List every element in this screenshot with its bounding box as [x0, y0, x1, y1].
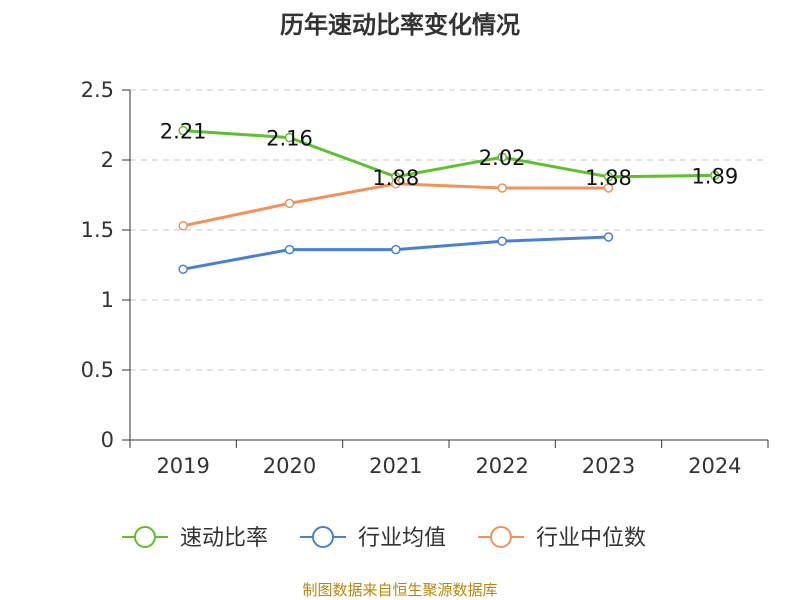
chart-title: 历年速动比率变化情况	[280, 11, 520, 39]
legend: 速动比率 行业均值 行业中位数	[122, 526, 646, 551]
data-point	[497, 152, 507, 162]
series-line	[182, 182, 609, 228]
series-2	[178, 232, 614, 274]
legend-item-2[interactable]: 行业均值	[300, 526, 446, 551]
data-label: 1.89	[691, 164, 738, 188]
source-note: 制图数据来自恒生聚源数据库	[302, 581, 497, 599]
data-point	[391, 244, 401, 255]
grid-lines	[130, 89, 768, 371]
legend-circle-icon	[312, 526, 334, 548]
series-3	[178, 179, 614, 231]
x-tick-label: 2019	[156, 454, 209, 478]
y-tick-label: 1	[101, 288, 114, 312]
data-point	[603, 232, 614, 242]
data-label: 1.88	[372, 166, 419, 190]
x-tick-label: 2020	[263, 454, 316, 478]
series-lines	[178, 125, 720, 274]
data-label: 2.16	[266, 127, 313, 151]
y-tick-label: 0	[101, 428, 114, 452]
y-tick-label: 0.5	[81, 358, 114, 382]
data-point	[178, 264, 188, 274]
data-label: 2.02	[479, 146, 526, 170]
data-point	[391, 179, 401, 189]
data-point	[178, 221, 188, 231]
axes: 0 0.5 1 1.5 2 2.5 2019 2020 2021 2022 2023 2024	[81, 78, 769, 478]
x-tick-label: 2021	[369, 454, 422, 478]
data-labels: 2.21 2.16 1.88 2.02 1.88 1.89	[160, 120, 738, 190]
legend-label: 速动比率	[180, 526, 268, 551]
data-point	[284, 132, 295, 143]
legend-label: 行业中位数	[536, 526, 646, 551]
data-point	[497, 236, 507, 246]
y-tick-label: 2	[101, 148, 114, 172]
data-label: 1.88	[585, 166, 632, 190]
legend-item-1[interactable]: 速动比率	[122, 526, 268, 551]
data-point	[178, 125, 188, 136]
y-tick-label: 2.5	[81, 78, 114, 102]
x-tick-label: 2023	[582, 454, 635, 478]
legend-label: 行业均值	[358, 526, 446, 551]
data-label: 2.21	[160, 120, 207, 144]
data-point	[284, 198, 295, 209]
y-tick-label: 1.5	[81, 218, 114, 242]
data-point	[603, 172, 614, 182]
x-tick-label: 2022	[475, 454, 528, 478]
x-tick-label: 2024	[688, 454, 741, 478]
data-point	[603, 183, 614, 193]
data-point	[710, 170, 720, 181]
data-point	[284, 244, 295, 255]
legend-circle-icon	[134, 526, 156, 548]
legend-item-3[interactable]: 行业中位数	[478, 526, 646, 551]
series-line	[183, 129, 715, 179]
legend-circle-icon	[490, 526, 512, 548]
series-1	[178, 125, 720, 182]
data-point	[497, 183, 507, 193]
